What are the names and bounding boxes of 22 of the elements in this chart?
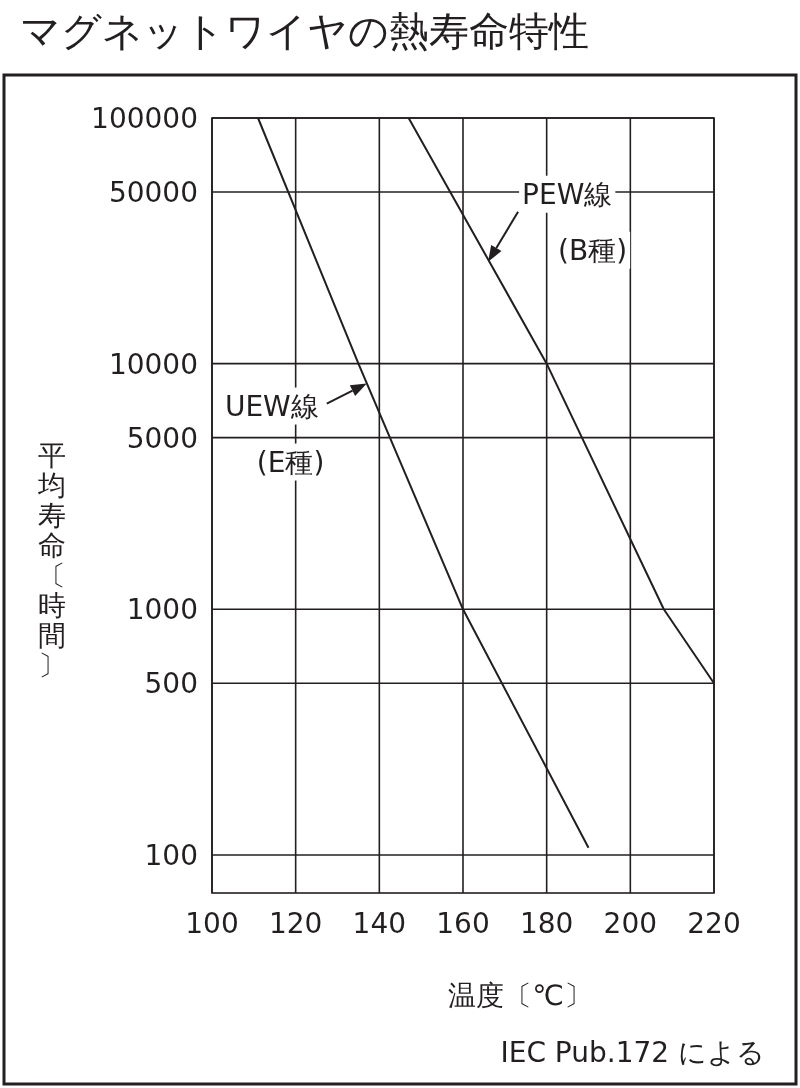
x-tick-label: 120 [268, 907, 323, 940]
y-tick-label: 50000 [108, 175, 198, 209]
annotation: UEW線 [224, 389, 319, 423]
y-tick-label: 5000 [126, 421, 198, 455]
y-tick-label: 100 [144, 838, 198, 872]
x-tick-label: 200 [603, 907, 658, 940]
text: IEC Pub.172 による [500, 1036, 765, 1069]
x-tick-label: 220 [687, 907, 741, 940]
y-axis-title: 平均寿命〔時間〕 [37, 439, 66, 682]
x-tick-label: 100 [185, 907, 239, 940]
annotation: PEW線 [522, 177, 613, 211]
chart-title: マグネットワイヤの熱寿命特性 [20, 8, 589, 54]
x-tick-label: 180 [519, 907, 574, 940]
annotation: (B種) [558, 233, 628, 267]
x-tick-label: 160 [436, 907, 490, 940]
annotation: (E種) [256, 445, 325, 479]
x-axis-title: 温度〔℃〕 [448, 979, 592, 1012]
y-tick-label: 500 [144, 667, 198, 701]
x-tick-label: 140 [352, 907, 407, 940]
y-tick-label: 1000 [126, 593, 198, 627]
y-tick-label: 100000 [91, 102, 198, 135]
y-tick-label: 10000 [108, 347, 198, 381]
